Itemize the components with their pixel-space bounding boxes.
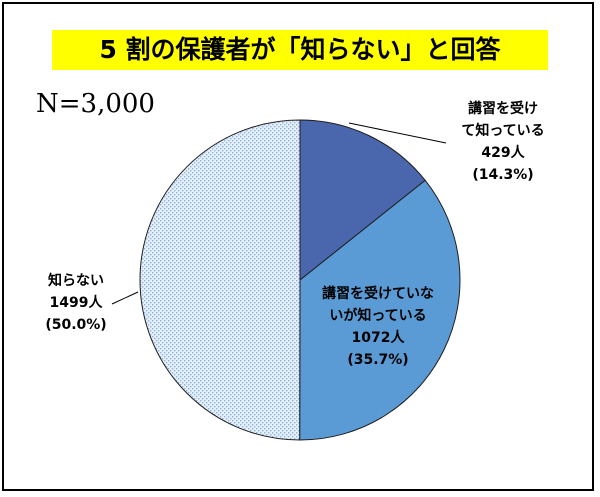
slice-label-untrained-aware: 講習を受けていな いが知っている 1072人 (35.7%) (296, 283, 460, 371)
slice-label-line: 知らない (48, 273, 104, 289)
slice-value: 1072人 (351, 330, 405, 346)
slice-label-trained: 講習を受け て知っている 429人 (14.3%) (448, 98, 558, 186)
slice-value: 1499人 (49, 295, 103, 311)
slice-label-line: 講習を受けていな (322, 286, 434, 302)
pie-slice-untrained-aware (299, 179, 461, 441)
slice-percent: (14.3%) (472, 167, 534, 183)
slice-label-line: て知っている (461, 123, 545, 139)
slice-percent: (35.7%) (347, 352, 409, 368)
title-highlight (52, 30, 548, 70)
slice-value: 429人 (481, 145, 525, 161)
leader-line-unaware (111, 291, 139, 305)
pie-slice-unaware (139, 119, 301, 441)
leader-line-trained (348, 122, 447, 144)
slice-label-line: いが知っている (329, 308, 427, 324)
slice-percent: (50.0%) (45, 317, 107, 333)
sample-size-annotation: N=3,000 (36, 89, 155, 119)
chart-title: 5 割の保護者が「知らない」と回答 (99, 35, 501, 64)
pie-slice-trained (299, 119, 426, 282)
slice-label-unaware: 知らない 1499人 (50.0%) (34, 270, 118, 336)
slice-label-line: 講習を受け (468, 101, 538, 117)
